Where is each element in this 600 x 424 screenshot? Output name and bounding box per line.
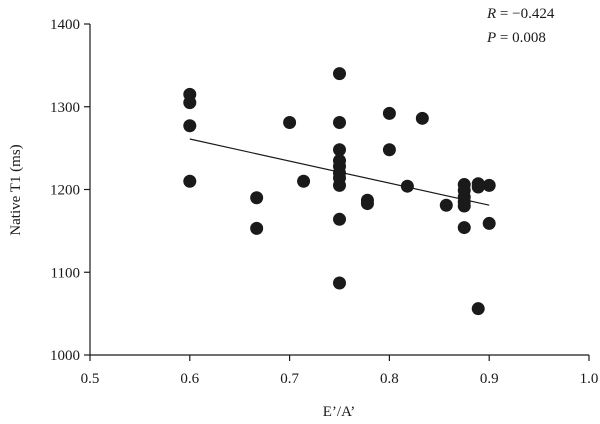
data-point [400,179,414,193]
data-point [457,221,471,235]
data-point [297,174,311,188]
data-point [333,212,346,226]
y-tick-label: 1300 [50,100,80,116]
data-point [482,178,496,192]
data-point [360,197,374,211]
r-statistic: R = −0.424 [486,6,555,22]
data-point [333,67,346,81]
y-tick-label: 1000 [50,348,80,364]
data-points [183,67,496,316]
y-tick-label: 1100 [51,265,80,281]
y-tick-label: 1200 [50,183,80,199]
data-point [333,115,346,129]
y-tick-label: 1400 [50,17,80,33]
x-tick-label: 0.5 [81,371,100,387]
data-point [457,199,471,213]
tick-group: 1000 1100 1200 1300 1400 0.5 0.6 0.7 0.8 0.9 1.0 [50,17,598,387]
data-point [439,198,453,212]
data-point [333,143,346,157]
r-value: = −0.424 [496,6,555,22]
data-point [183,96,197,110]
p-label: P [486,30,496,46]
x-axis-title: E’/A’ [323,404,356,420]
data-point [471,302,485,316]
p-value: = 0.008 [496,30,546,46]
x-tick-label: 0.9 [480,371,499,387]
data-point [333,178,346,192]
x-tick-label: 0.6 [180,371,199,387]
x-tick-label: 0.8 [380,371,399,387]
data-point [250,221,264,235]
data-point [183,119,197,133]
data-point [382,143,396,157]
data-point [283,115,297,129]
data-point [415,111,429,125]
x-tick-label: 0.7 [280,371,299,387]
r-label: R [486,6,496,22]
data-point [250,191,264,205]
x-tick-label: 1.0 [580,371,599,387]
data-point [482,216,496,230]
p-statistic: P = 0.008 [486,30,546,46]
regression-line-group [189,138,490,206]
data-point [382,106,396,120]
y-axis-title: Native T1 (ms) [8,144,24,235]
regression-line [189,138,490,206]
data-point [333,276,346,290]
data-point [183,174,197,188]
data-point [471,180,485,194]
